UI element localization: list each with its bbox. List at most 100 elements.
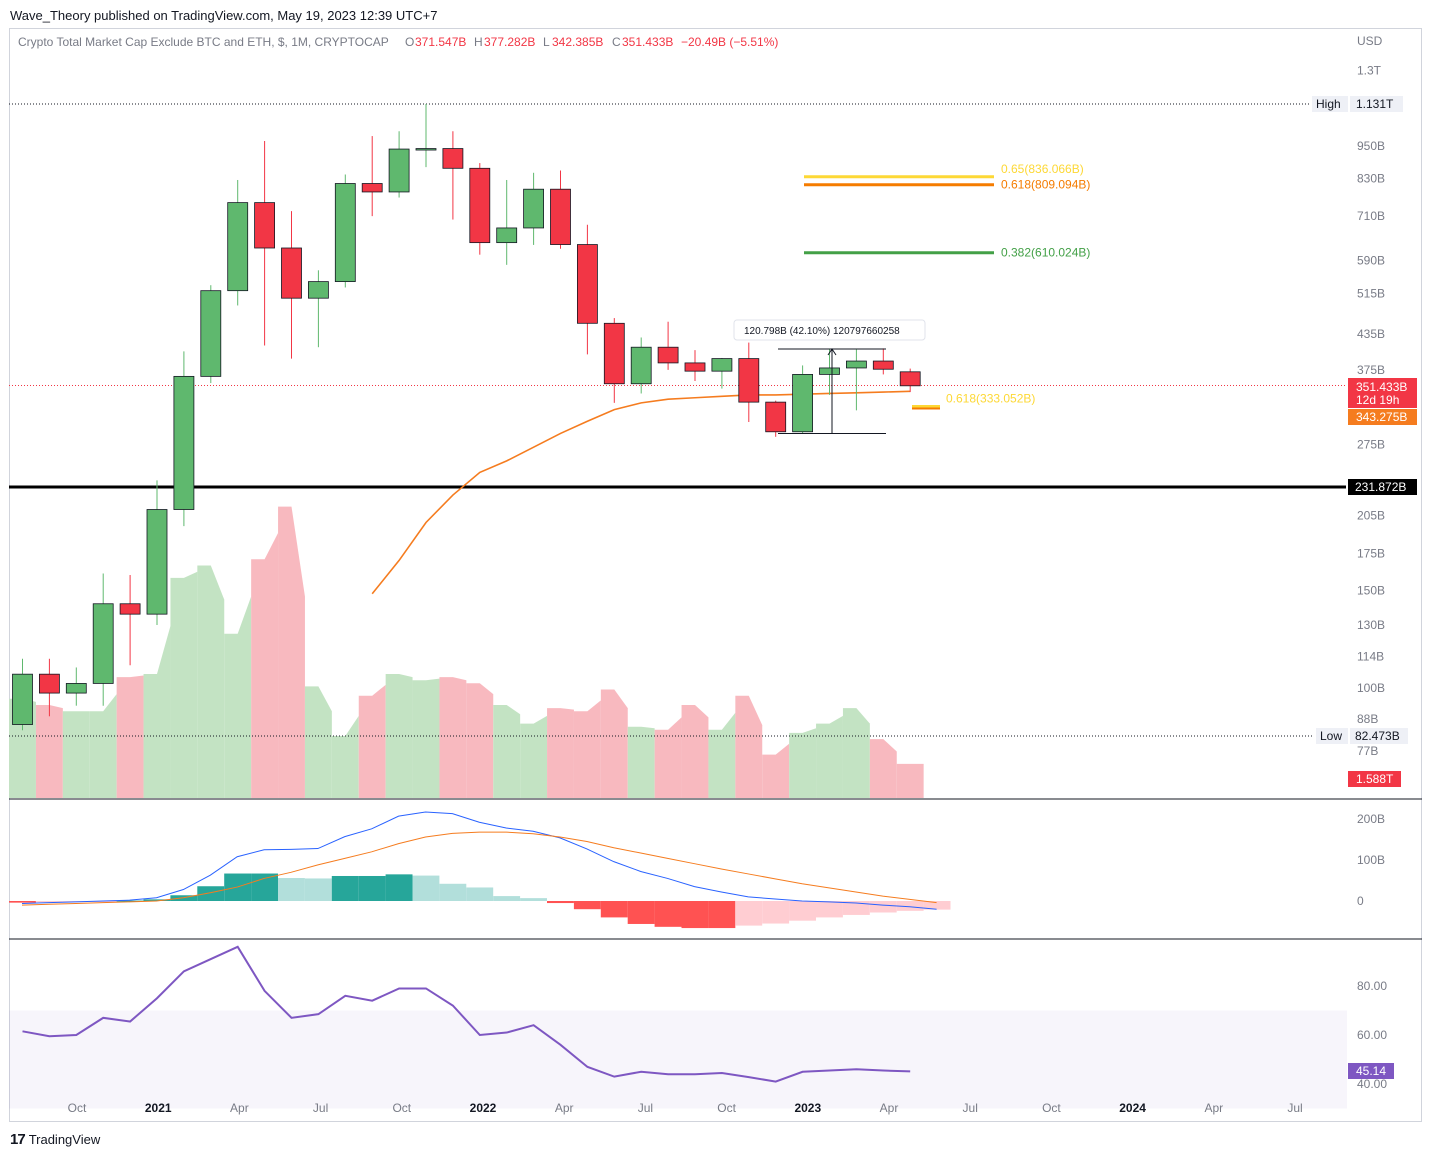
macd-histogram-bar	[466, 887, 494, 901]
candle-body	[281, 247, 302, 299]
price-axis[interactable]: 1.3T 950B 830B 710B 590B 515B 435B 375B 275B 205B…	[1357, 63, 1387, 1091]
measure-tool[interactable]: 120.798B (42.10%) 120797660258	[733, 319, 926, 434]
macd-histogram-bar	[681, 901, 709, 929]
candle	[442, 131, 464, 220]
volume-bar	[627, 726, 655, 798]
chart-frame	[9, 28, 1422, 1122]
volume-bar	[869, 739, 897, 798]
volume-bar	[896, 763, 924, 798]
candle	[899, 368, 921, 393]
time-tick-label: Jul	[963, 1101, 978, 1115]
low-value: 82.473B	[1355, 729, 1400, 743]
measure-arrow	[827, 348, 837, 356]
tradingview-logo[interactable]: 17 TradingView	[10, 1131, 100, 1148]
time-tick-label: Apr	[1204, 1101, 1223, 1115]
macd-histogram-bar	[654, 901, 682, 927]
candle-body	[738, 358, 760, 403]
macd-histogram-bar	[35, 901, 63, 903]
volume-bar	[708, 712, 736, 798]
macd-histogram-bar	[331, 875, 359, 901]
time-tick-label: Apr	[230, 1101, 249, 1115]
macd-histogram-bar	[923, 901, 951, 910]
candle	[765, 400, 787, 437]
ohlc-open-value: 371.547B	[415, 35, 466, 49]
macd-histogram-bar	[627, 901, 655, 924]
candle-body	[792, 374, 813, 433]
ema-value-badge: 343.275B	[1348, 409, 1417, 425]
candle	[173, 351, 195, 527]
price-tick-label: 77B	[1357, 744, 1378, 758]
macd-histogram-bar	[358, 875, 386, 901]
candle	[119, 575, 141, 666]
volume-bar	[520, 715, 548, 798]
candle-body	[442, 148, 464, 169]
macd-tick-label: 100B	[1357, 853, 1385, 867]
candle	[657, 321, 679, 370]
price-tick-label: 130B	[1357, 618, 1385, 632]
candle-body	[846, 360, 867, 369]
volume-bar	[681, 705, 709, 798]
price-tick-label: 114B	[1357, 650, 1384, 664]
ohlc-change-value: −20.49B (−5.51%)	[681, 35, 778, 49]
volume-bar	[466, 683, 494, 798]
last-price-badge: 351.433B 12d 19h	[1348, 378, 1417, 408]
volume-bar	[62, 711, 90, 798]
volume-bar	[35, 705, 63, 798]
volume-bar	[197, 565, 225, 798]
last-price-value: 351.433B	[1356, 380, 1407, 394]
volume-bar	[278, 506, 305, 798]
support-value-badge: 231.872B	[1348, 479, 1417, 495]
macd-histogram-bar	[251, 873, 278, 901]
tradingview-logo-icon: 17	[10, 1131, 26, 1148]
ema-value: 343.275B	[1356, 410, 1407, 424]
price-tick-label: 175B	[1357, 546, 1385, 560]
rsi-tick-label: 40.00	[1357, 1077, 1387, 1091]
ema-line	[371, 390, 911, 595]
volume-bar	[251, 532, 279, 798]
candle-body	[65, 683, 87, 694]
volume-bar	[358, 684, 386, 798]
price-tick-label: 275B	[1357, 438, 1385, 452]
measure-label-box	[733, 319, 926, 341]
price-tick-label: 515B	[1357, 286, 1385, 300]
volume-bar	[573, 700, 601, 798]
candle	[603, 318, 625, 403]
rsi-line	[22, 945, 911, 1083]
volume-bar	[116, 675, 144, 798]
volume-bar	[547, 708, 574, 798]
candle-body	[12, 673, 33, 725]
symbol-title: Crypto Total Market Cap Exclude BTC and …	[18, 35, 389, 49]
axis-currency-label: USD	[1357, 34, 1383, 48]
volume-bar	[170, 571, 198, 798]
candle	[738, 342, 760, 423]
candle	[146, 480, 168, 626]
low-marker: Low 82.473B	[1316, 728, 1408, 744]
volume-bar	[735, 695, 763, 798]
time-axis[interactable]: Oct 2021 Apr Jul Oct 2022 Apr Jul Oct 2023 Apr Jul O…	[68, 1101, 1303, 1115]
low-label: Low	[1320, 729, 1342, 743]
rsi-band-fill	[9, 1010, 1347, 1109]
time-tick-label: Oct	[717, 1101, 736, 1115]
volume-bar	[493, 705, 521, 798]
ohlc-open-label: O	[405, 35, 414, 49]
candle	[65, 667, 87, 706]
volume-bar	[842, 708, 870, 798]
candle-body	[872, 360, 894, 370]
price-tick-label: 375B	[1357, 363, 1385, 377]
candle	[307, 270, 329, 348]
candle	[415, 103, 437, 168]
macd-histogram-bar	[735, 901, 763, 926]
macd-histogram-bar	[493, 896, 521, 901]
price-tick-label: 100B	[1357, 681, 1385, 695]
candle-body	[39, 673, 60, 694]
candle-body	[899, 371, 921, 387]
time-tick-label: Oct	[1042, 1101, 1061, 1115]
macd-histogram-bar	[842, 901, 870, 915]
volume-bar	[439, 677, 467, 798]
candles	[12, 103, 921, 731]
ohlc-high-label: H	[474, 35, 483, 49]
volume-value-badge: 1.588T	[1348, 771, 1401, 787]
candle	[92, 573, 114, 706]
macd-histogram-bar	[89, 901, 117, 902]
